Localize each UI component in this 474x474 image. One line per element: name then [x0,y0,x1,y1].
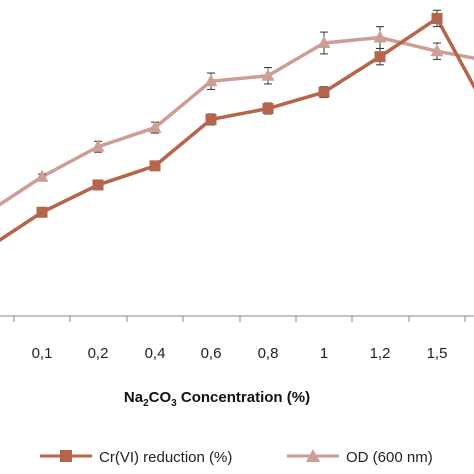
legend-item-cr-vi: Cr(VI) reduction (%) [40,449,232,466]
legend-item-od: OD (600 nm) [287,449,433,466]
series-layer [0,9,474,242]
data-point-square [149,160,161,172]
data-point-square [318,86,330,98]
data-point-square [374,51,386,63]
x-tick-label: 0,6 [201,345,222,362]
x-tick-label: 0,2 [88,345,109,362]
data-point-triangle [317,36,331,48]
data-point-square [431,12,443,24]
series-line [0,16,474,242]
x-tick-label: 0,8 [258,345,279,362]
data-point-triangle [204,74,218,87]
series-od-600 [0,26,474,207]
x-tick-labels: 0,1 0,2 0,4 0,6 0,8 1 1,2 1,5 [32,345,448,362]
data-point-square [36,206,48,218]
data-point-square [205,113,217,125]
x-tick-label: 0,1 [32,345,53,362]
data-point-triangle [148,120,162,133]
legend-label-od: OD (600 nm) [346,449,433,466]
series-line [0,35,474,207]
data-point-square [92,179,104,191]
legend-square-marker [60,450,72,462]
x-tick-label: 1,5 [427,345,448,362]
data-point-triangle [91,139,105,152]
data-point-triangle [261,68,275,81]
data-point-triangle [35,169,49,182]
legend-triangle-marker [306,449,320,462]
legend-label-cr-vi: Cr(VI) reduction (%) [99,449,232,466]
data-point-triangle [430,44,444,57]
data-point-square [262,103,274,115]
x-tick-label: 1,2 [370,345,391,362]
series-cr-vi-reduction [0,9,474,242]
x-tick-label: 0,4 [145,345,166,362]
data-point-triangle [373,30,387,43]
legend: Cr(VI) reduction (%) OD (600 nm) [40,449,433,466]
x-tick-label: 1 [320,345,328,362]
axes [0,315,474,322]
x-axis-label: Na2CO3 Concentration (%) [124,389,310,409]
